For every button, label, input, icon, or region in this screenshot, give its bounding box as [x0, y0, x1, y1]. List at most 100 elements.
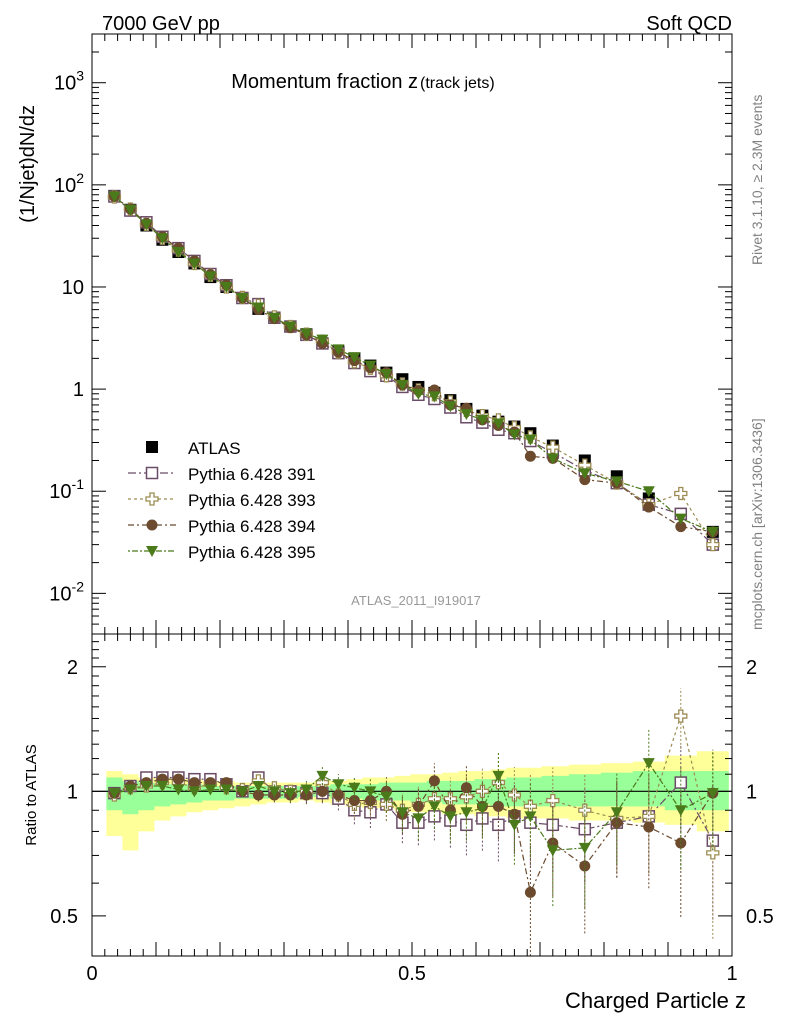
legend-item: Pythia 6.428 394	[128, 517, 316, 536]
ratio-panel: 0.5 0.5 1 1 2 2 Ratio to ATLAS	[23, 633, 774, 957]
main-series-line	[114, 196, 714, 545]
ratio-point	[675, 837, 687, 849]
ratio-point	[220, 784, 233, 796]
ratio-point	[188, 786, 201, 798]
ratio-ytick-label: 0.5	[50, 906, 78, 928]
ratio-point	[124, 784, 137, 796]
legend-label: Pythia 6.428 395	[188, 543, 316, 562]
legend-marker	[146, 546, 158, 557]
ratio-point	[674, 709, 688, 723]
ratio-point	[172, 773, 184, 785]
main-ytick-label: 10-2	[49, 578, 84, 605]
ratio-point	[643, 821, 655, 833]
main-point	[236, 292, 249, 304]
ratio-point	[428, 801, 441, 813]
ratio-point	[316, 770, 329, 782]
header-left: 7000 GeV pp	[102, 13, 220, 35]
ratio-point	[508, 819, 521, 831]
header-right: Soft QCD	[646, 13, 732, 35]
legend-label: Pythia 6.428 393	[188, 491, 316, 510]
ratio-point	[524, 886, 536, 898]
main-point	[610, 476, 623, 488]
ratio-point	[156, 781, 169, 793]
ratio-point	[546, 793, 560, 808]
main-point	[300, 328, 313, 340]
main-ticks: 10-2 10-1 1 10 102 103	[49, 33, 732, 635]
main-point	[380, 369, 393, 381]
ratio-point	[460, 782, 472, 794]
main-point	[188, 258, 201, 270]
main-point	[124, 204, 137, 216]
ratio-point	[172, 784, 185, 796]
main-point	[172, 247, 185, 259]
main-ytick-label: 102	[54, 170, 84, 197]
ratio-point	[674, 805, 687, 817]
ratio-point	[188, 777, 200, 789]
ratio-point	[412, 813, 425, 825]
main-ytick-label: 10	[62, 277, 84, 299]
ratio-ytick-label-right: 1	[746, 781, 757, 803]
main-point	[140, 219, 153, 231]
main-point	[364, 360, 377, 372]
ratio-point	[364, 786, 377, 798]
main-point	[546, 453, 559, 465]
ratio-point	[428, 775, 440, 787]
x-tick-label: 0	[86, 963, 97, 985]
ratio-point	[460, 807, 473, 819]
ratio-point	[380, 791, 393, 803]
ratio-point	[252, 781, 265, 793]
ratio-band-green	[106, 770, 729, 815]
main-series-4	[108, 191, 719, 538]
main-point	[642, 486, 655, 498]
main-point	[524, 434, 537, 446]
ratio-series-3	[108, 729, 719, 908]
main-ylabel: (1/Njet)dN/dz	[17, 105, 39, 223]
ratio-point	[492, 800, 504, 812]
ratio-bands	[92, 751, 732, 851]
ratio-point	[578, 842, 591, 854]
ratio-point	[610, 807, 623, 819]
ratio-point	[444, 811, 457, 823]
ratio-ytick-label-right: 0.5	[746, 906, 774, 928]
legend-marker	[145, 466, 159, 480]
main-point	[674, 486, 688, 501]
ratio-point	[108, 788, 121, 800]
main-point	[460, 409, 473, 421]
main-series-0	[108, 189, 719, 538]
x-tick-label: 1	[726, 963, 737, 985]
main-point	[348, 352, 361, 364]
ratio-point	[268, 786, 281, 798]
main-ytick-label: 103	[54, 68, 84, 95]
ratio-point	[332, 779, 345, 791]
ratio-point	[492, 770, 505, 782]
ratio-point	[396, 807, 409, 819]
ratio-ytick-label: 2	[67, 657, 78, 679]
watermark: ATLAS_2011_I919017	[351, 593, 481, 608]
x-axis-label: Charged Particle z	[565, 988, 746, 1013]
ratio-ytick-label-right: 2	[746, 657, 757, 679]
legend: ATLAS Pythia 6.428 391 Pythia 6.428 393 Pyt…	[128, 439, 316, 562]
main-point	[508, 429, 521, 441]
main-point	[524, 450, 536, 462]
ratio-point	[348, 782, 361, 794]
main-point	[643, 501, 655, 513]
main-point	[268, 312, 281, 324]
x-axis: 0 0.5 1	[86, 34, 738, 985]
main-point	[579, 474, 591, 486]
main-point	[220, 281, 233, 293]
ratio-ytick-label: 1	[67, 781, 78, 803]
main-point	[412, 388, 425, 400]
main-point	[546, 440, 560, 454]
side-text-top: Rivet 3.1.10, ≥ 2.3M events	[749, 95, 765, 265]
ratio-point	[642, 758, 655, 770]
main-point	[316, 334, 329, 346]
main-point	[476, 414, 489, 426]
main-panel: 10-2 10-1 1 10 102 103 Momentum fraction z (t…	[17, 33, 733, 635]
ratio-point	[252, 789, 264, 801]
main-point	[578, 468, 591, 480]
ratio-point	[140, 781, 153, 793]
main-point	[706, 526, 719, 538]
main-point	[108, 191, 121, 203]
side-text-bottom: mcplots.cern.ch [arXiv:1306.3436]	[749, 418, 765, 630]
